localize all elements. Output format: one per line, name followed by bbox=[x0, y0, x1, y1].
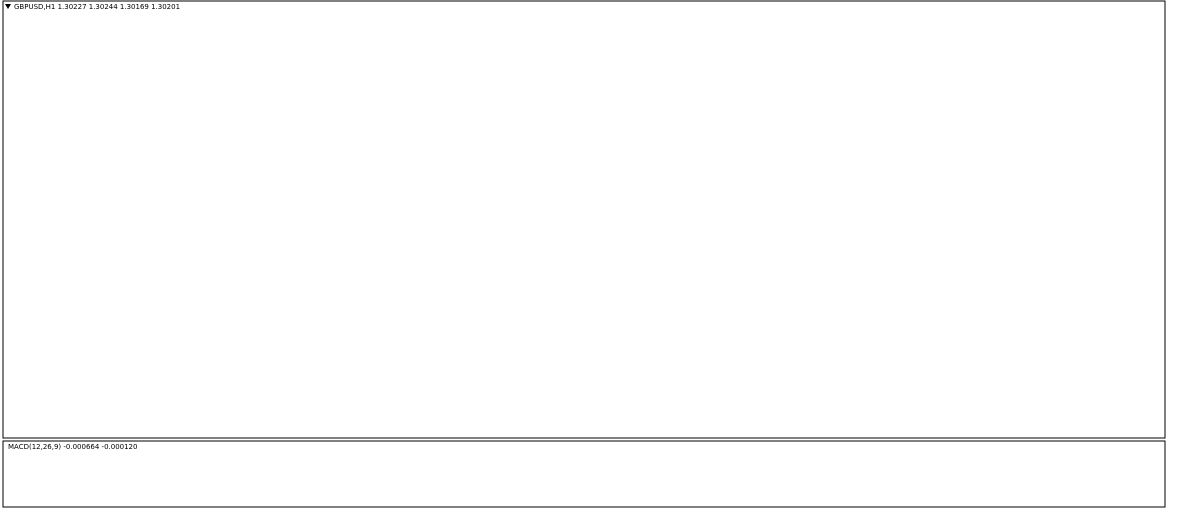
macd-pane bbox=[2, 440, 1166, 508]
title-arrow bbox=[5, 4, 11, 9]
chart-title: GBPUSD,H1 1.30227 1.30244 1.30169 1.3020… bbox=[14, 3, 180, 11]
macd-title: MACD(12,26,9) -0.000664 -0.000120 bbox=[8, 443, 137, 451]
main-pane bbox=[2, 0, 1166, 439]
